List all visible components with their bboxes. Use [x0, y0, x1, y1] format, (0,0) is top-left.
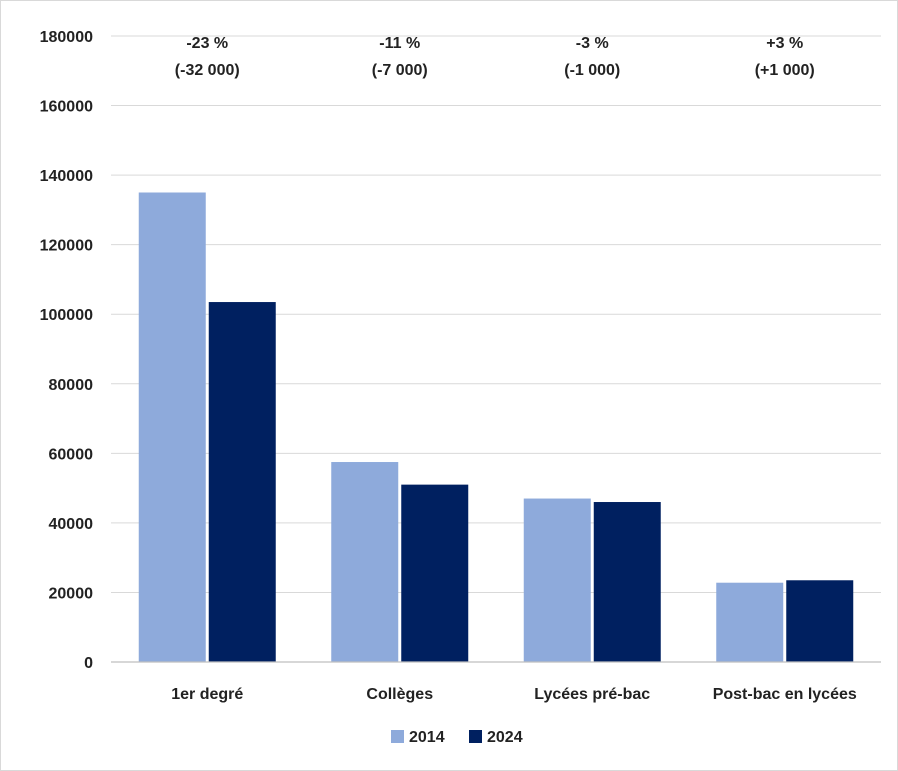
annotation-percent: -3 %	[576, 35, 609, 52]
bar-2024-3	[786, 580, 854, 662]
y-tick-label: 20000	[49, 585, 94, 602]
bar-2024-1	[401, 484, 469, 662]
x-axis-category-labels: 1er degré Collèges Lycées pré-bac Post-bac …	[171, 686, 857, 703]
y-tick-label: 80000	[49, 377, 94, 394]
annotation-percent: -23 %	[186, 35, 228, 52]
legend: 2014 2024	[391, 729, 523, 746]
y-tick-label: 120000	[40, 238, 93, 255]
y-tick-label: 100000	[40, 307, 93, 324]
legend-label: 2024	[487, 729, 523, 746]
y-axis-tick-labels: 0 20000 40000 60000 80000 100000 120000 140000 1…	[40, 29, 93, 672]
y-tick-label: 40000	[49, 516, 94, 533]
bar-2014-3	[716, 582, 784, 662]
bar-2014-1	[331, 462, 399, 662]
bar-2014-2	[523, 498, 591, 662]
category-label: 1er degré	[171, 686, 243, 703]
annotation-absolute: (+1 000)	[755, 62, 815, 79]
legend-swatch-2014	[391, 730, 404, 743]
annotation-absolute: (-1 000)	[564, 62, 620, 79]
y-tick-label: 140000	[40, 168, 93, 185]
category-label: Collèges	[366, 686, 433, 703]
annotation-absolute: (-32 000)	[175, 62, 240, 79]
bars	[138, 192, 854, 662]
annotation-absolute: (-7 000)	[372, 62, 428, 79]
annotation-percent: -11 %	[379, 35, 420, 52]
bar-2024-2	[593, 502, 661, 662]
category-label: Post-bac en lycées	[713, 686, 857, 703]
bar-2024-0	[208, 302, 276, 662]
annotation-percent: +3 %	[766, 35, 803, 52]
y-tick-label: 180000	[40, 29, 93, 46]
y-tick-label: 160000	[40, 99, 93, 116]
y-tick-label: 0	[84, 655, 93, 672]
legend-swatch-2024	[469, 730, 482, 743]
change-annotations: -23 % (-32 000) -11 % (-7 000) -3 % (-1 000) +…	[175, 35, 815, 79]
category-label: Lycées pré-bac	[534, 686, 650, 703]
y-tick-label: 60000	[49, 446, 94, 463]
legend-label: 2014	[409, 729, 445, 746]
bar-2014-0	[138, 192, 206, 662]
